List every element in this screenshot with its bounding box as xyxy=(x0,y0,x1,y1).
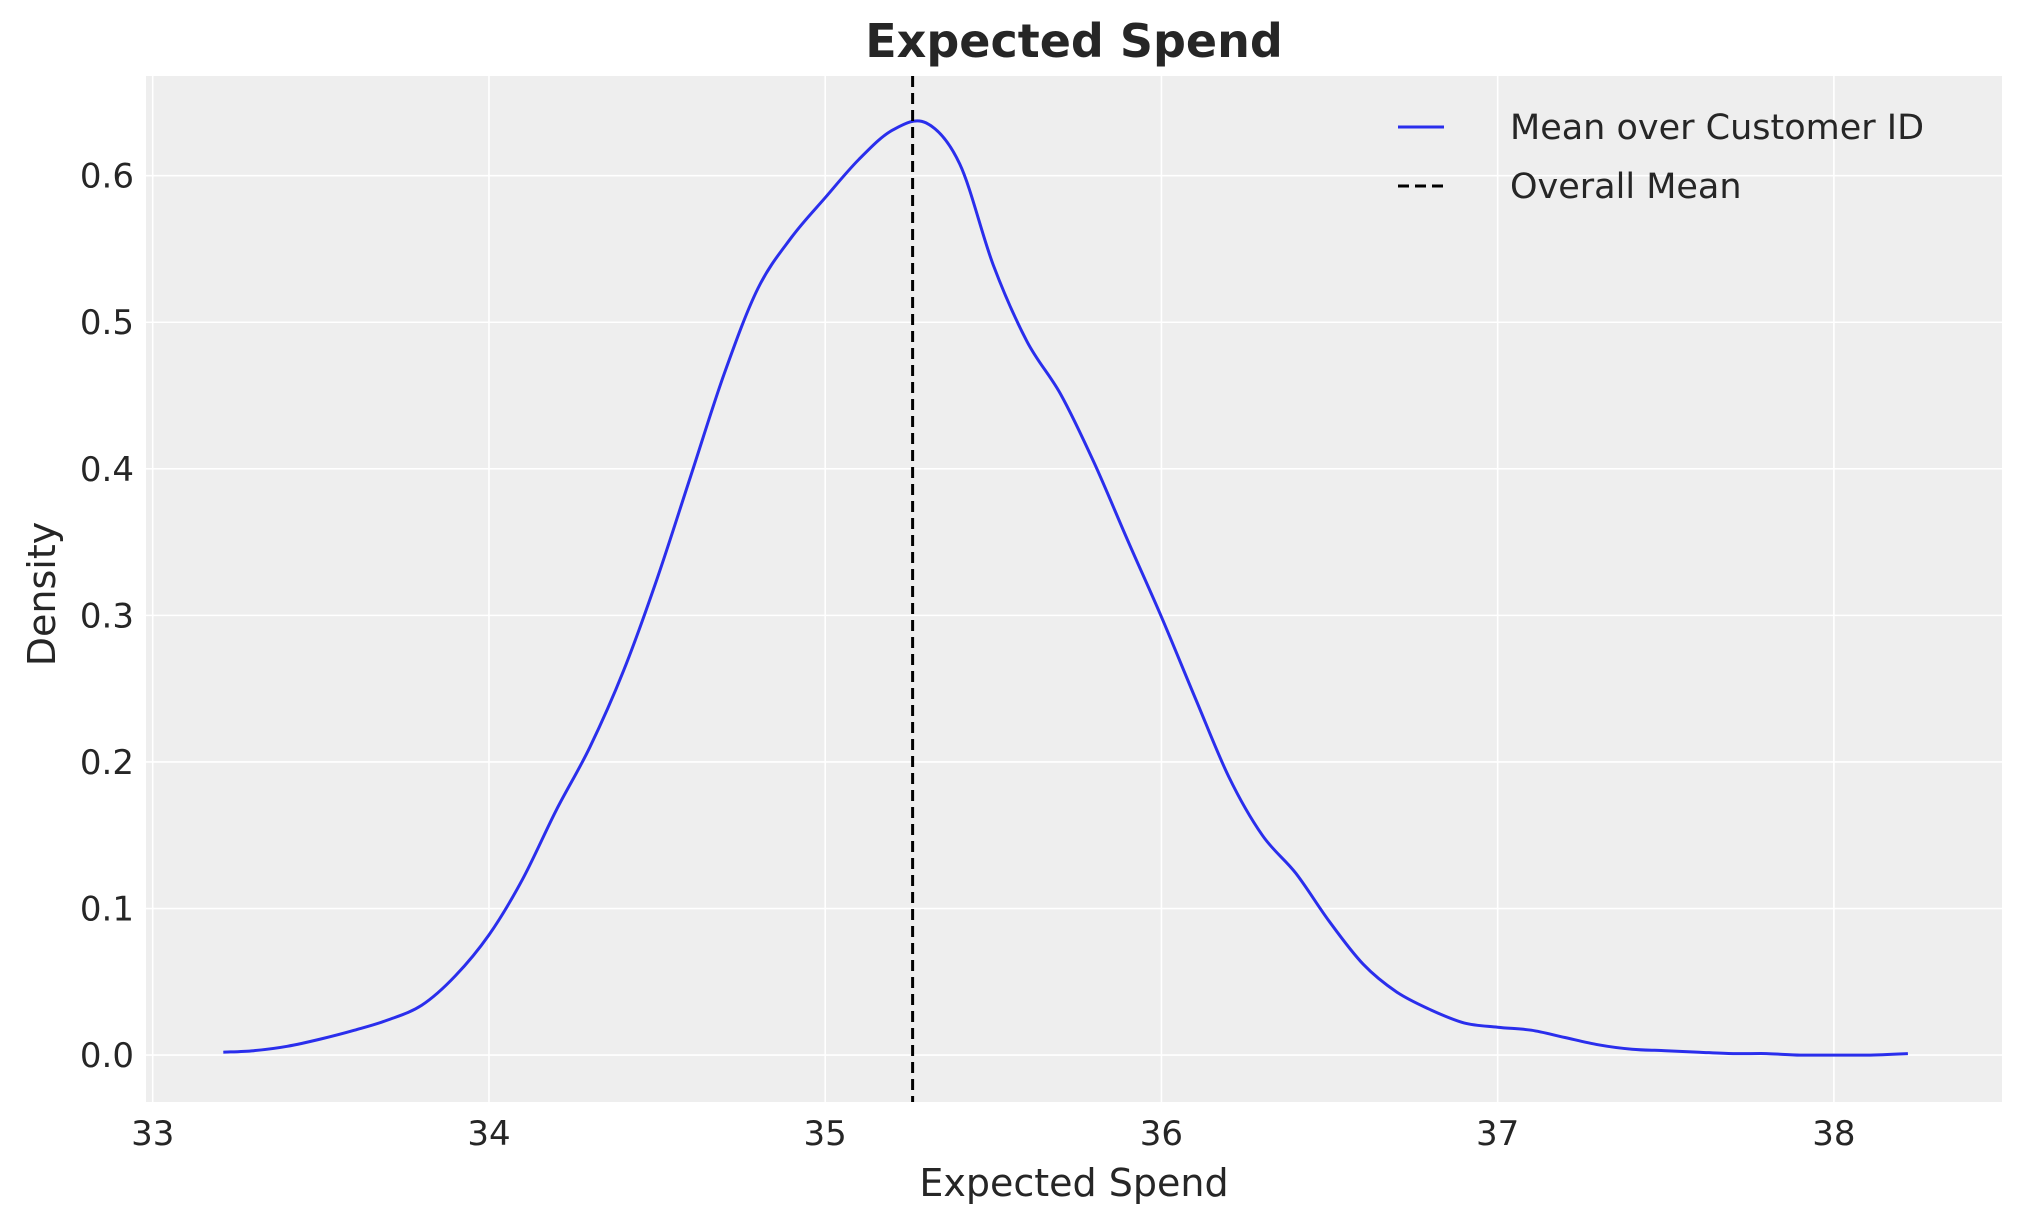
x-tick-label: 37 xyxy=(1476,1114,1519,1154)
grid-lines xyxy=(146,76,2002,1102)
legend-label-overall-mean: Overall Mean xyxy=(1510,167,1742,207)
x-tick-labels: 33 34 35 36 37 38 xyxy=(131,1114,1855,1154)
x-tick-label: 35 xyxy=(804,1114,847,1154)
x-tick-label: 36 xyxy=(1140,1114,1183,1154)
y-tick-label: 0.5 xyxy=(80,303,134,343)
kde-line-mean-over-customer-id xyxy=(223,119,1908,1057)
y-tick-label: 0.0 xyxy=(80,1036,134,1076)
y-tick-label: 0.1 xyxy=(80,890,134,930)
y-tick-label: 0.6 xyxy=(80,157,134,197)
legend: Mean over Customer ID Overall Mean xyxy=(1398,108,1924,207)
series-layer xyxy=(223,76,1908,1102)
y-tick-label: 0.3 xyxy=(80,596,134,636)
x-tick-label: 33 xyxy=(131,1114,174,1154)
plot-background xyxy=(146,76,2002,1102)
x-axis-label: Expected Spend xyxy=(919,1161,1228,1205)
y-tick-label: 0.2 xyxy=(80,743,134,783)
y-tick-labels: 0.0 0.1 0.2 0.3 0.4 0.5 0.6 xyxy=(80,157,134,1076)
legend-label-mean-over-customer-id: Mean over Customer ID xyxy=(1510,108,1924,148)
chart-title: Expected Spend xyxy=(865,14,1283,68)
x-tick-label: 38 xyxy=(1812,1114,1855,1154)
y-axis-label: Density xyxy=(20,522,64,666)
x-tick-label: 34 xyxy=(467,1114,510,1154)
y-tick-label: 0.4 xyxy=(80,450,134,490)
